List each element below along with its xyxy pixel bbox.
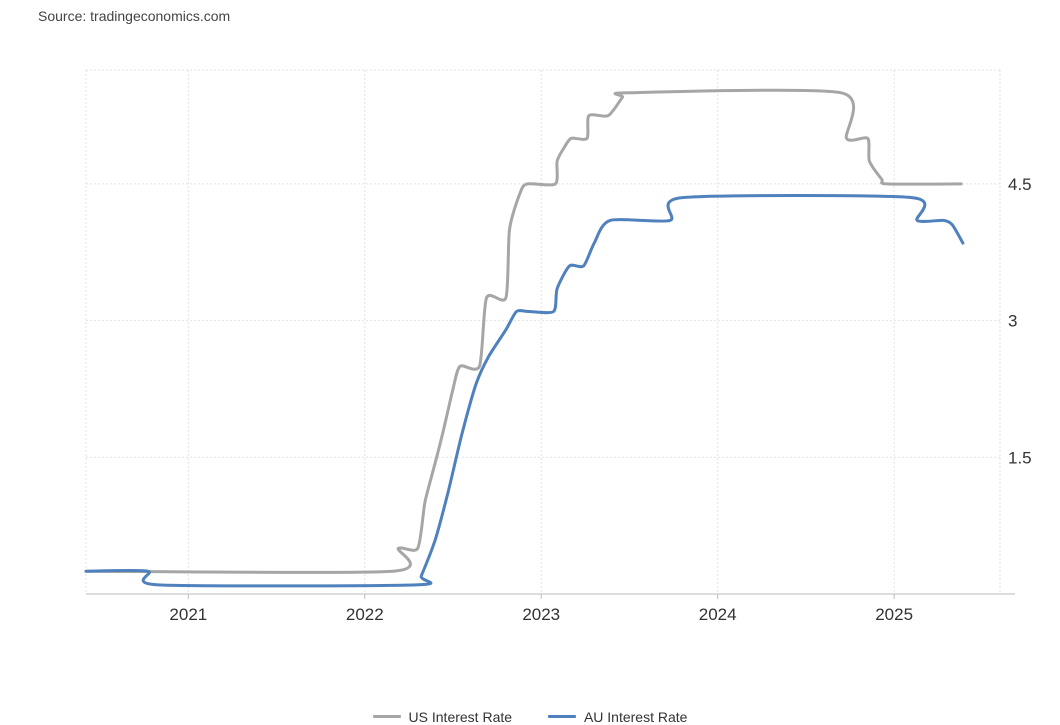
series-line-us[interactable] xyxy=(84,88,963,574)
line-chart: 1.5 3 4.5 2021 2022 2023 2024 2025 xyxy=(84,69,1032,624)
series-line-au[interactable] xyxy=(84,194,965,588)
legend-item-us[interactable]: US Interest Rate xyxy=(372,708,513,725)
legend-swatch-us xyxy=(372,715,401,718)
chart-legend: US Interest Rate AU Interest Rate xyxy=(0,705,1060,725)
legend-item-au[interactable]: AU Interest Rate xyxy=(547,708,688,725)
chart-grid xyxy=(85,69,1001,594)
legend-swatch-au xyxy=(547,715,576,718)
source-text: Source: tradingeconomics.com xyxy=(38,8,231,24)
legend-label-us: US Interest Rate xyxy=(408,708,513,725)
y-tick-label: 3 xyxy=(1008,312,1017,331)
x-tick-label: 2025 xyxy=(875,605,913,624)
chart-axes xyxy=(86,593,1015,599)
y-tick-label: 4.5 xyxy=(1008,175,1032,194)
y-tick-label: 1.5 xyxy=(1008,448,1032,467)
x-tick-label: 2021 xyxy=(169,605,207,624)
x-tick-label: 2024 xyxy=(699,605,737,624)
legend-label-au: AU Interest Rate xyxy=(583,708,688,725)
x-tick-label: 2022 xyxy=(346,605,384,624)
x-tick-label: 2023 xyxy=(522,605,560,624)
chart-series xyxy=(84,88,965,588)
chart-tick-labels: 1.5 3 4.5 2021 2022 2023 2024 2025 xyxy=(169,175,1031,624)
